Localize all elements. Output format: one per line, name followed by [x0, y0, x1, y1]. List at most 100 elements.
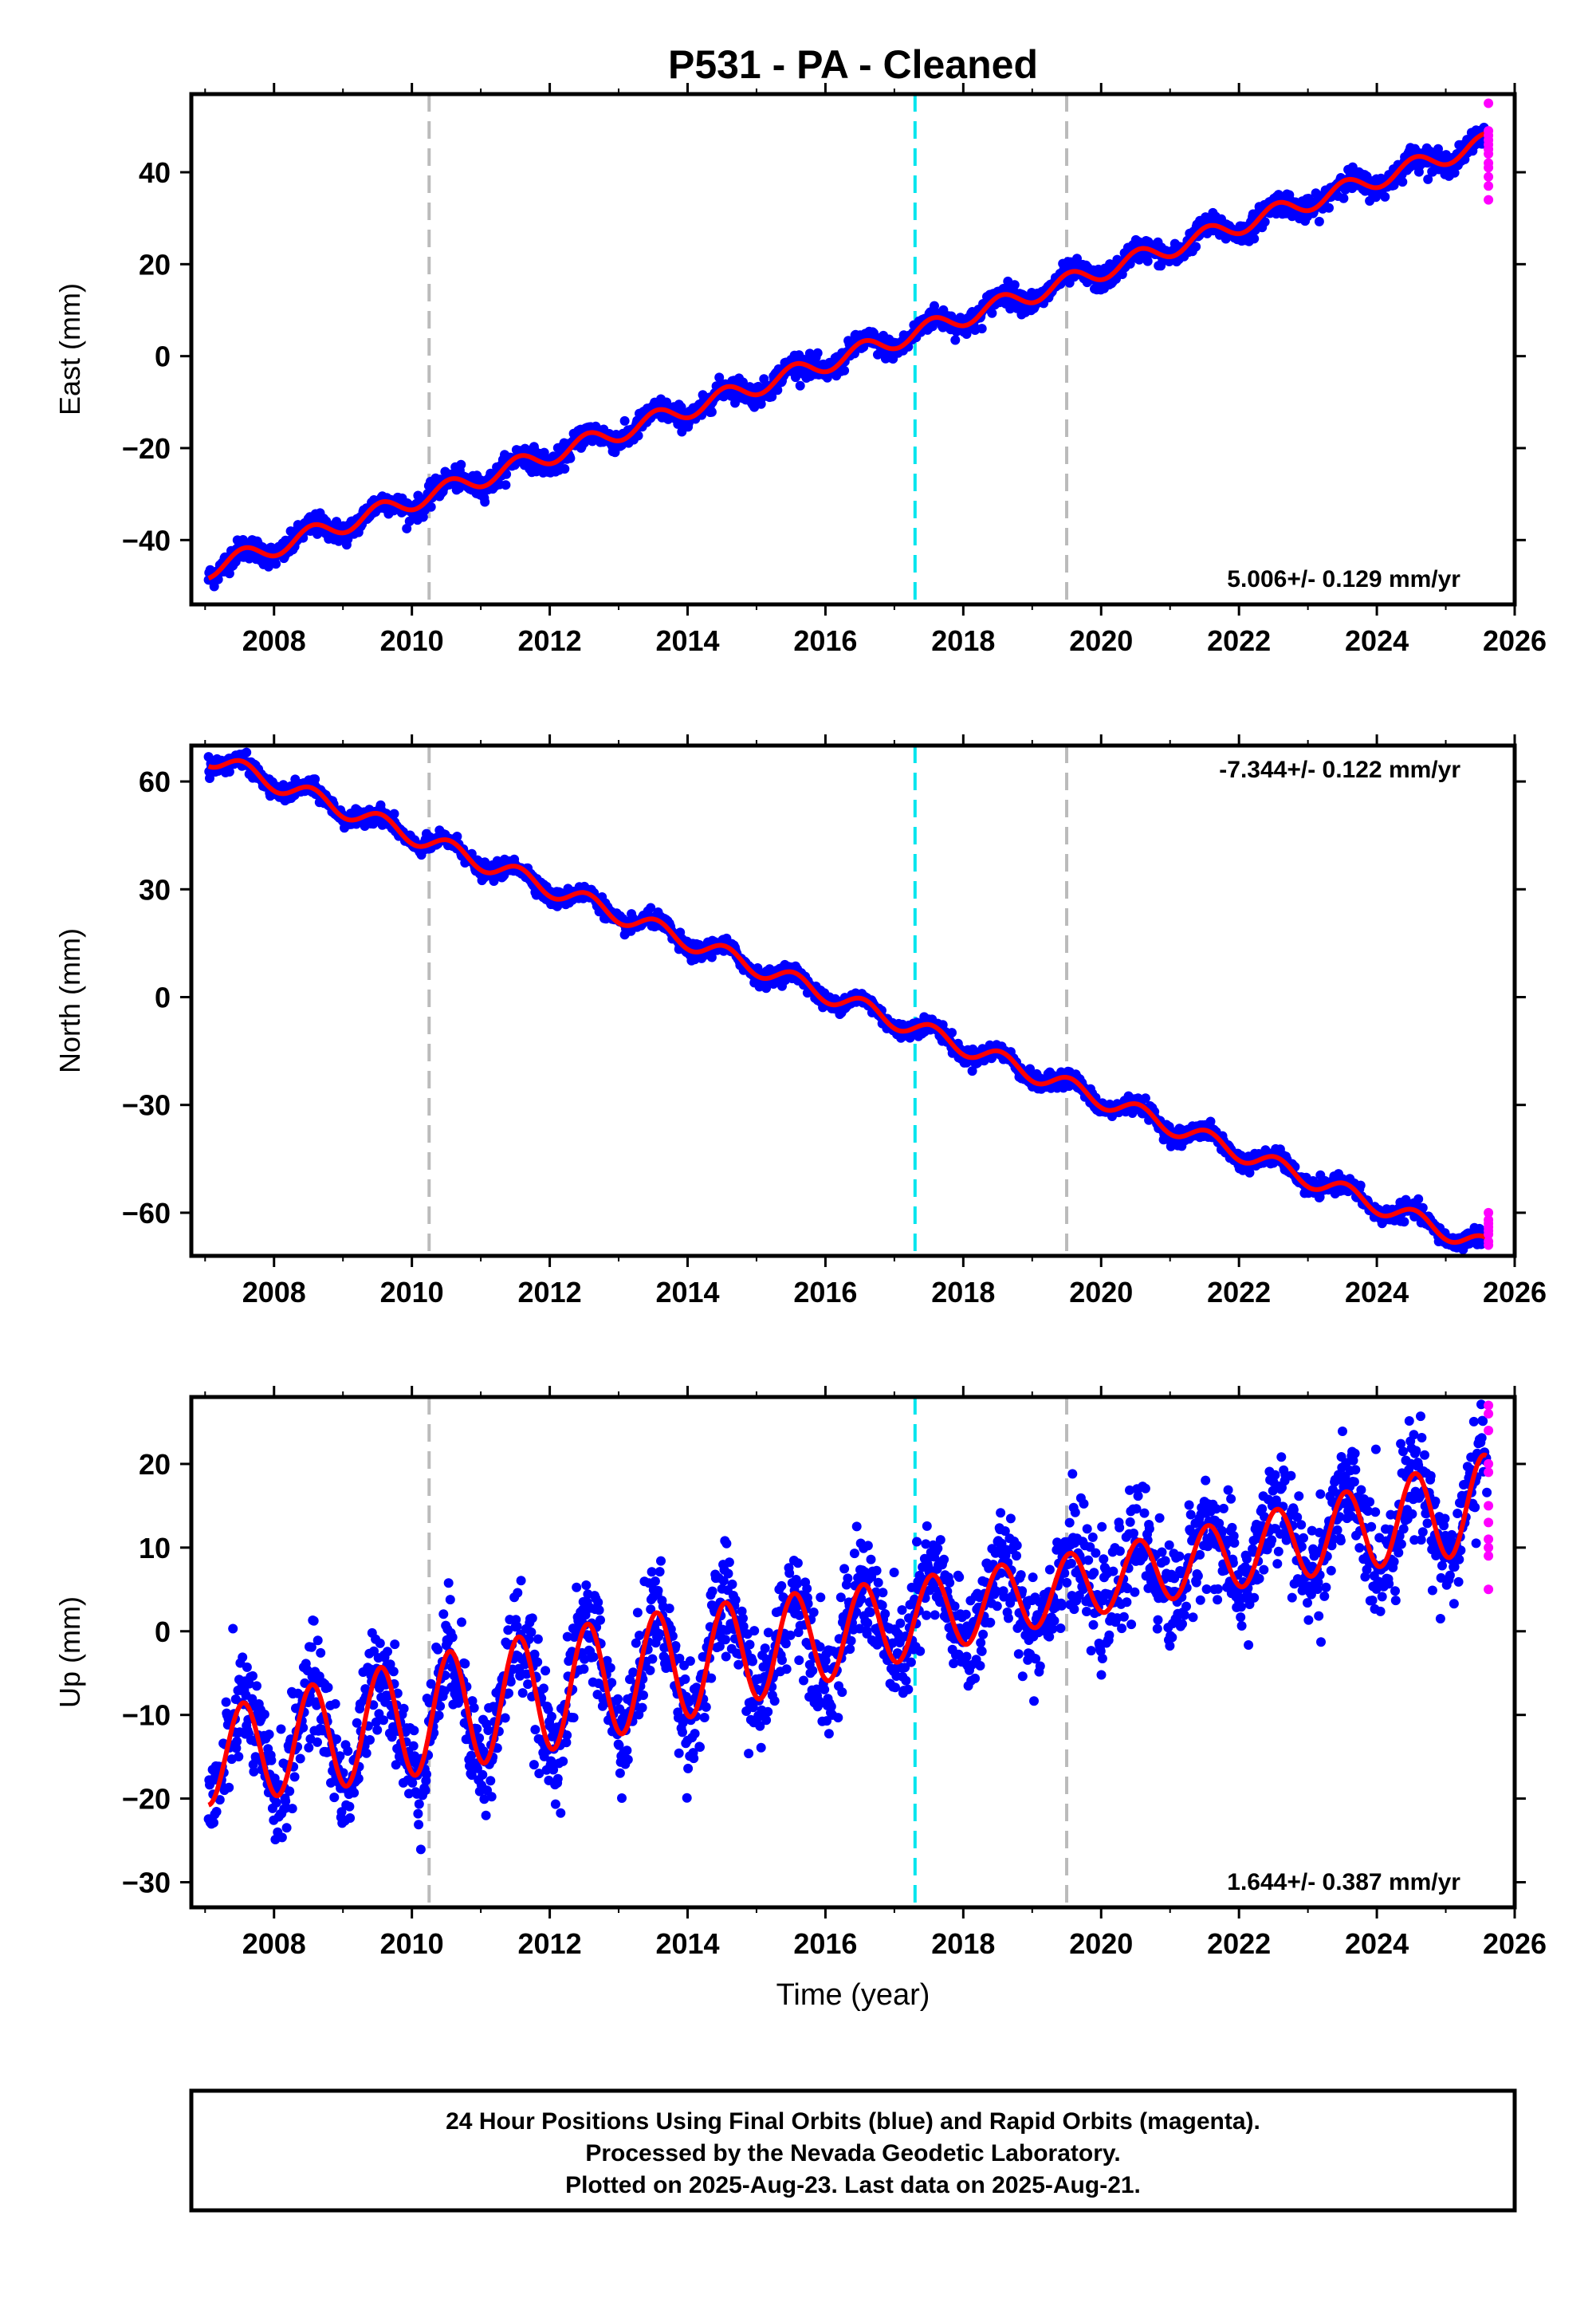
north-final-point: [761, 983, 772, 994]
east-x-tick-label: 2012: [518, 624, 582, 657]
east-rapid-point: [1484, 163, 1494, 173]
east-model-curve: [207, 131, 1488, 580]
east-panel: 2008 2010 2012 2014 2016 2018 2020 2022 2024 2026…: [53, 83, 1547, 657]
north-final-point: [706, 952, 717, 962]
north-y-tick-label: −30: [122, 1089, 171, 1122]
east-y-tick-label: −40: [122, 524, 171, 557]
east-final-point: [224, 569, 234, 579]
north-final-point: [1205, 1116, 1216, 1127]
north-x-tick-label: 2008: [242, 1276, 306, 1309]
north-final-point: [389, 809, 399, 819]
east-final-point: [1380, 191, 1390, 202]
east-final-point: [961, 329, 972, 339]
north-y-tick-label: 0: [155, 981, 171, 1013]
east-final-point: [332, 517, 342, 527]
north-final-point: [646, 903, 656, 913]
up-final-point: [277, 1832, 287, 1843]
east-frame: [189, 92, 1517, 607]
east-y-tick-label: 0: [155, 340, 171, 373]
north-x-tick-label: 2020: [1069, 1276, 1133, 1309]
north-x-tick-label: 2024: [1345, 1276, 1409, 1309]
east-final-point: [456, 459, 466, 470]
east-x-tick-label: 2026: [1483, 624, 1547, 657]
east-final-point: [977, 324, 987, 334]
east-final-point: [1397, 177, 1408, 187]
east-final-point: [1423, 174, 1433, 184]
east-rapid-point: [1484, 98, 1494, 108]
east-x-tick-label: 2020: [1069, 624, 1133, 657]
east-final-point: [619, 415, 630, 426]
up-final-point: [234, 1752, 244, 1761]
up-final-point: [264, 1730, 274, 1740]
north-final-point: [205, 773, 214, 783]
up-final-point: [345, 1813, 356, 1823]
east-final-point: [987, 308, 997, 318]
east-y-tick-label: −20: [122, 432, 171, 465]
up-final-point: [361, 1748, 371, 1758]
east-final-point: [271, 559, 281, 569]
east-final-point: [930, 301, 939, 311]
up-final-point: [248, 1671, 257, 1681]
north-y-tick-label: 60: [139, 765, 171, 798]
up-final-point: [287, 1804, 297, 1814]
east-rapid-point: [1484, 144, 1494, 155]
up-final-point: [352, 1718, 362, 1728]
east-final-point: [706, 407, 717, 417]
east-x-tick-label: 2016: [793, 624, 857, 657]
north-final-point: [310, 774, 320, 785]
up-final-point: [349, 1788, 360, 1798]
up-final-point: [228, 1623, 238, 1634]
up-final-point: [242, 1662, 252, 1672]
east-final-point: [1324, 203, 1334, 213]
north-final-point: [1140, 1093, 1150, 1104]
north-final-point: [947, 1028, 957, 1038]
up-final-point: [232, 1737, 242, 1746]
up-final-point: [309, 1615, 319, 1626]
east-final-point: [1072, 254, 1082, 264]
east-final-point: [772, 385, 783, 396]
east-final-point: [1339, 193, 1349, 203]
up-final-point: [304, 1742, 314, 1753]
east-final-point: [795, 380, 805, 391]
east-final-point: [1260, 217, 1270, 227]
north-rate-label: -7.344+/- 0.122 mm/yr: [1219, 757, 1460, 783]
up-final-point: [316, 1647, 326, 1658]
north-final-point: [452, 832, 462, 841]
east-rapid-point: [1484, 181, 1494, 191]
east-final-point: [501, 480, 511, 490]
east-x-tick-label: 2008: [242, 624, 306, 657]
east-final-point: [480, 497, 490, 507]
east-final-point: [633, 431, 643, 441]
east-final-point: [1449, 167, 1460, 178]
north-y-axis-label: North (mm): [53, 928, 86, 1073]
north-x-tick-label: 2016: [793, 1276, 857, 1309]
north-rapid-point: [1484, 1207, 1494, 1218]
east-final-point: [402, 523, 412, 533]
up-final-point: [271, 1797, 281, 1808]
north-final-point: [1413, 1194, 1424, 1204]
east-final-point: [1191, 242, 1201, 252]
up-final-point: [313, 1737, 322, 1747]
east-final-point: [1125, 258, 1135, 269]
up-final-point: [209, 1817, 218, 1828]
north-final-point: [753, 963, 763, 973]
east-final-point: [426, 502, 436, 512]
east-final-point: [1009, 280, 1020, 290]
up-final-point: [211, 1807, 222, 1816]
east-final-point: [560, 464, 570, 474]
east-final-point: [1249, 234, 1260, 244]
east-y-tick-label: 40: [139, 156, 171, 189]
up-final-point: [249, 1766, 259, 1777]
east-final-point: [767, 392, 777, 402]
north-final-point: [242, 747, 252, 758]
up-final-point: [323, 1682, 333, 1693]
east-final-point: [812, 348, 823, 358]
up-final-point: [289, 1772, 300, 1782]
east-y-tick-label: 20: [139, 248, 171, 281]
up-final-point: [295, 1753, 305, 1764]
north-y-tick-label: −60: [122, 1197, 171, 1230]
north-x-tick-label: 2012: [518, 1276, 582, 1309]
up-final-point: [221, 1697, 231, 1707]
east-rapid-point: [1484, 130, 1494, 140]
